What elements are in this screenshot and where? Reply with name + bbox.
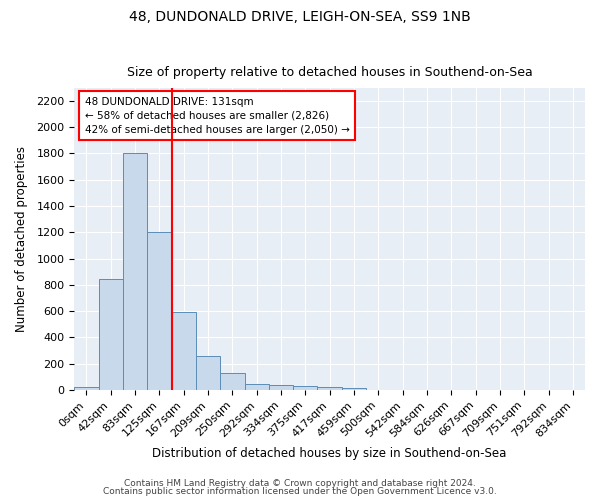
Y-axis label: Number of detached properties: Number of detached properties (15, 146, 28, 332)
Bar (172, 312, 196, 390)
Bar (245, 384, 269, 390)
Bar (123, 154, 147, 390)
Text: Contains HM Land Registry data © Crown copyright and database right 2024.: Contains HM Land Registry data © Crown c… (124, 478, 476, 488)
Bar (293, 386, 317, 390)
Bar (147, 232, 172, 390)
Text: 48 DUNDONALD DRIVE: 131sqm
← 58% of detached houses are smaller (2,826)
42% of s: 48 DUNDONALD DRIVE: 131sqm ← 58% of deta… (85, 96, 349, 134)
Bar (342, 388, 366, 390)
Text: Contains public sector information licensed under the Open Government Licence v3: Contains public sector information licen… (103, 487, 497, 496)
Bar (74, 386, 98, 390)
Title: Size of property relative to detached houses in Southend-on-Sea: Size of property relative to detached ho… (127, 66, 533, 80)
Text: 48, DUNDONALD DRIVE, LEIGH-ON-SEA, SS9 1NB: 48, DUNDONALD DRIVE, LEIGH-ON-SEA, SS9 1… (129, 10, 471, 24)
Bar (220, 373, 245, 390)
X-axis label: Distribution of detached houses by size in Southend-on-Sea: Distribution of detached houses by size … (152, 447, 507, 460)
Bar (98, 279, 123, 390)
Bar (196, 356, 220, 390)
Bar (269, 384, 293, 390)
Bar (317, 388, 342, 390)
